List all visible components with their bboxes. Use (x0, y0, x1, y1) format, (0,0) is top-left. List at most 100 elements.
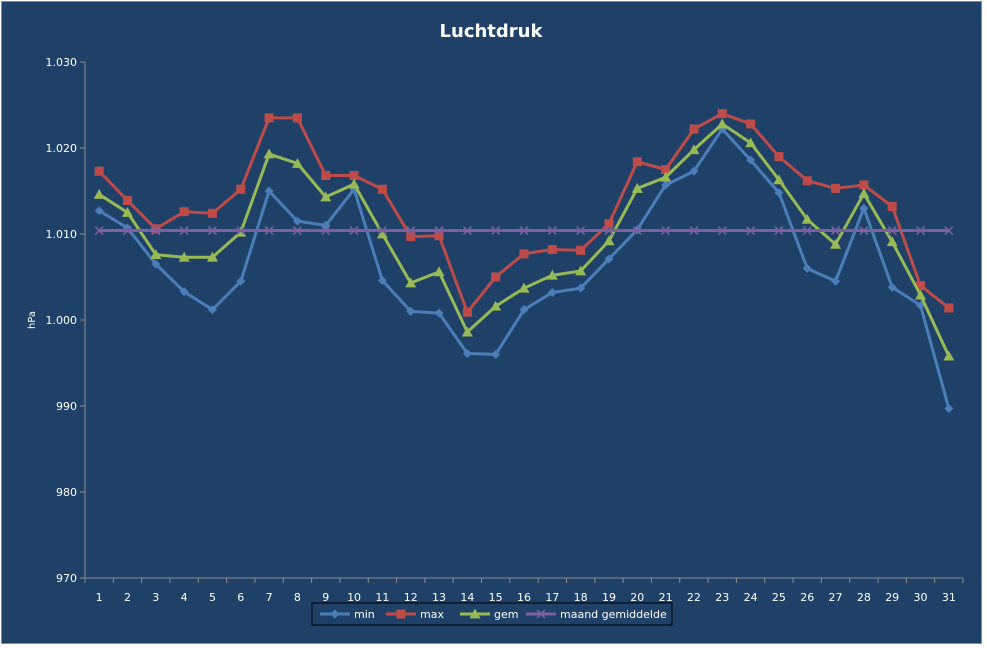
data-point-min (944, 404, 954, 414)
data-point-max (632, 157, 642, 167)
x-tick-label: 11 (375, 591, 389, 604)
series-min (94, 124, 954, 414)
data-point-gem (93, 188, 105, 199)
series-max (94, 109, 954, 317)
data-point-gem (603, 235, 615, 246)
data-point-min (519, 305, 529, 315)
data-point-maand-gemiddelde (94, 225, 104, 236)
data-point-min (292, 216, 302, 226)
data-point-min (151, 259, 161, 269)
data-point-max (349, 171, 359, 181)
data-point-max (944, 303, 954, 313)
data-point-maand-gemiddelde (321, 225, 331, 236)
data-point-gem (263, 148, 275, 159)
x-tick-label: 13 (432, 591, 446, 604)
data-point-max (462, 307, 472, 317)
data-point-min (547, 287, 557, 297)
x-tick-label: 30 (914, 591, 928, 604)
data-point-gem (546, 269, 558, 280)
x-tick-label: 26 (800, 591, 814, 604)
data-point-gem (858, 188, 870, 198)
legend-label-gem: gem (494, 608, 518, 621)
data-point-min (887, 282, 897, 292)
data-point-gem (716, 118, 728, 129)
y-tick-label: 1.030 (46, 56, 78, 69)
data-point-maand-gemiddelde (292, 225, 302, 236)
data-point-gem (745, 137, 757, 148)
data-point-min (689, 166, 699, 176)
data-point-max (151, 224, 161, 234)
data-point-maand-gemiddelde (802, 225, 812, 236)
data-point-min (207, 305, 217, 315)
data-point-maand-gemiddelde (349, 225, 359, 236)
y-tick-label: 1.000 (46, 314, 78, 327)
data-point-gem (320, 191, 332, 202)
data-point-gem (688, 144, 700, 155)
x-tick-label: 3 (152, 591, 159, 604)
x-tick-label: 14 (460, 591, 474, 604)
plot-area (93, 109, 955, 414)
data-point-maand-gemiddelde (944, 225, 954, 236)
data-point-max (916, 281, 926, 291)
data-point-max (774, 152, 784, 162)
data-point-maand-gemiddelde (830, 225, 841, 236)
data-point-maand-gemiddelde (151, 225, 161, 236)
legend-box (311, 602, 673, 626)
data-point-max (321, 171, 331, 181)
data-point-max (717, 109, 727, 119)
data-point-max (207, 208, 217, 218)
data-point-maand-gemiddelde (887, 225, 897, 236)
x-tick-label: 29 (885, 591, 899, 604)
x-tick-label: 27 (829, 591, 843, 604)
data-point-maand-gemiddelde (207, 225, 218, 236)
data-point-gem (801, 213, 813, 224)
data-point-max (519, 249, 529, 259)
series-line-min (98, 127, 951, 409)
data-point-gem (461, 326, 473, 337)
y-tick-label: 990 (56, 400, 77, 413)
x-tick-label: 1 (96, 591, 103, 604)
data-point-max (179, 207, 189, 217)
legend-marker-maand-gemiddelde (536, 609, 546, 619)
data-point-max (547, 244, 557, 254)
x-tick-label: 12 (404, 591, 418, 604)
data-point-max (746, 119, 756, 129)
data-point-gem (376, 228, 388, 239)
x-tick-label: 7 (266, 591, 273, 604)
data-point-gem (433, 266, 445, 277)
x-tick-label: 17 (545, 591, 559, 604)
data-point-min (462, 349, 472, 359)
series-maand-gemiddelde (94, 225, 954, 236)
data-point-maand-gemiddelde (661, 225, 671, 236)
data-point-maand-gemiddelde (859, 225, 869, 236)
data-point-min (434, 308, 444, 318)
data-point-maand-gemiddelde (604, 225, 614, 236)
data-point-maand-gemiddelde (377, 225, 387, 236)
x-tick-label: 8 (294, 591, 301, 604)
x-tick-label: 18 (574, 591, 588, 604)
y-tick-label: 980 (56, 486, 77, 499)
data-point-maand-gemiddelde (547, 225, 557, 236)
data-point-min (746, 155, 756, 165)
data-point-min (802, 263, 812, 273)
data-point-maand-gemiddelde (406, 225, 416, 236)
data-point-max (491, 272, 501, 282)
data-point-maand-gemiddelde (519, 225, 529, 236)
legend-marker-max (396, 609, 406, 619)
x-tick-label: 28 (857, 591, 871, 604)
legend-marker-min (330, 609, 340, 619)
y-axis-title: hPa (27, 311, 38, 329)
legend: min max gem maand gemiddelde (311, 602, 673, 626)
data-point-min (236, 276, 246, 286)
x-tick-label: 20 (630, 591, 644, 604)
data-point-gem (631, 182, 643, 193)
series-gem (93, 118, 955, 361)
x-tick-label: 22 (687, 591, 701, 604)
data-point-maand-gemiddelde (179, 225, 189, 236)
data-point-gem (348, 178, 360, 189)
data-point-max (406, 232, 416, 242)
data-point-min (661, 180, 671, 190)
data-point-min (604, 254, 614, 264)
data-point-max (661, 165, 671, 174)
